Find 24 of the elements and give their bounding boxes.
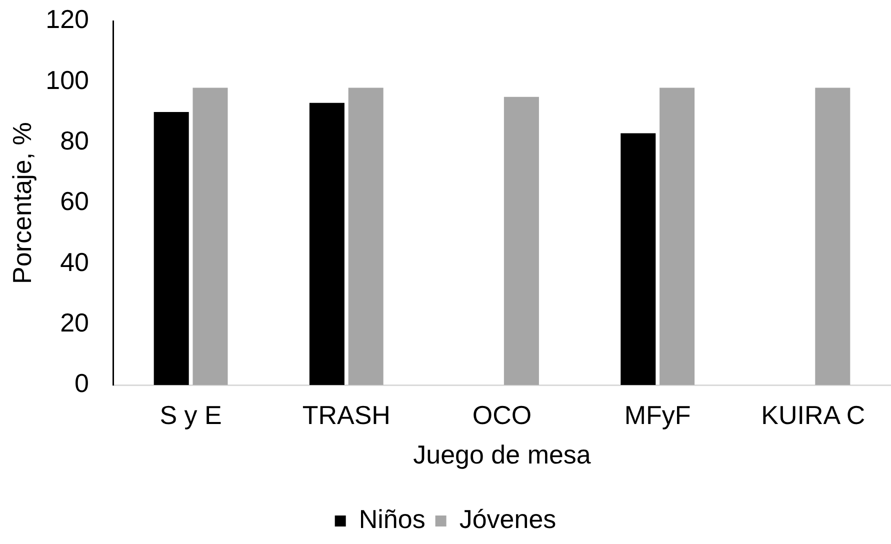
bar — [620, 133, 656, 385]
x-axis-title: Juego de mesa — [413, 440, 592, 470]
y-tick-label: 100 — [46, 64, 89, 95]
legend-label: Jóvenes — [459, 504, 556, 534]
bar — [504, 96, 539, 385]
y-tick-label: 20 — [60, 308, 89, 338]
y-axis-title: Porcentaje, % — [6, 122, 37, 284]
x-tick-label: OCO — [472, 400, 532, 430]
y-tick-label: 80 — [60, 126, 89, 156]
bar — [154, 112, 189, 385]
legend-label: Niños — [358, 504, 426, 534]
x-tick-label: TRASH — [302, 400, 390, 430]
x-tick-label: MFyF — [624, 400, 691, 430]
x-tick-label: S y E — [160, 400, 222, 430]
bar — [348, 88, 384, 385]
y-tick-label: 40 — [60, 246, 89, 277]
bar — [309, 102, 344, 385]
bar — [815, 88, 850, 385]
bar — [660, 88, 695, 385]
y-tick-label: 60 — [60, 186, 89, 216]
x-tick-label: KUIRA C — [761, 400, 866, 430]
y-tick-label: 0 — [74, 368, 89, 398]
bar — [192, 88, 228, 385]
y-tick-label: 120 — [46, 4, 89, 34]
